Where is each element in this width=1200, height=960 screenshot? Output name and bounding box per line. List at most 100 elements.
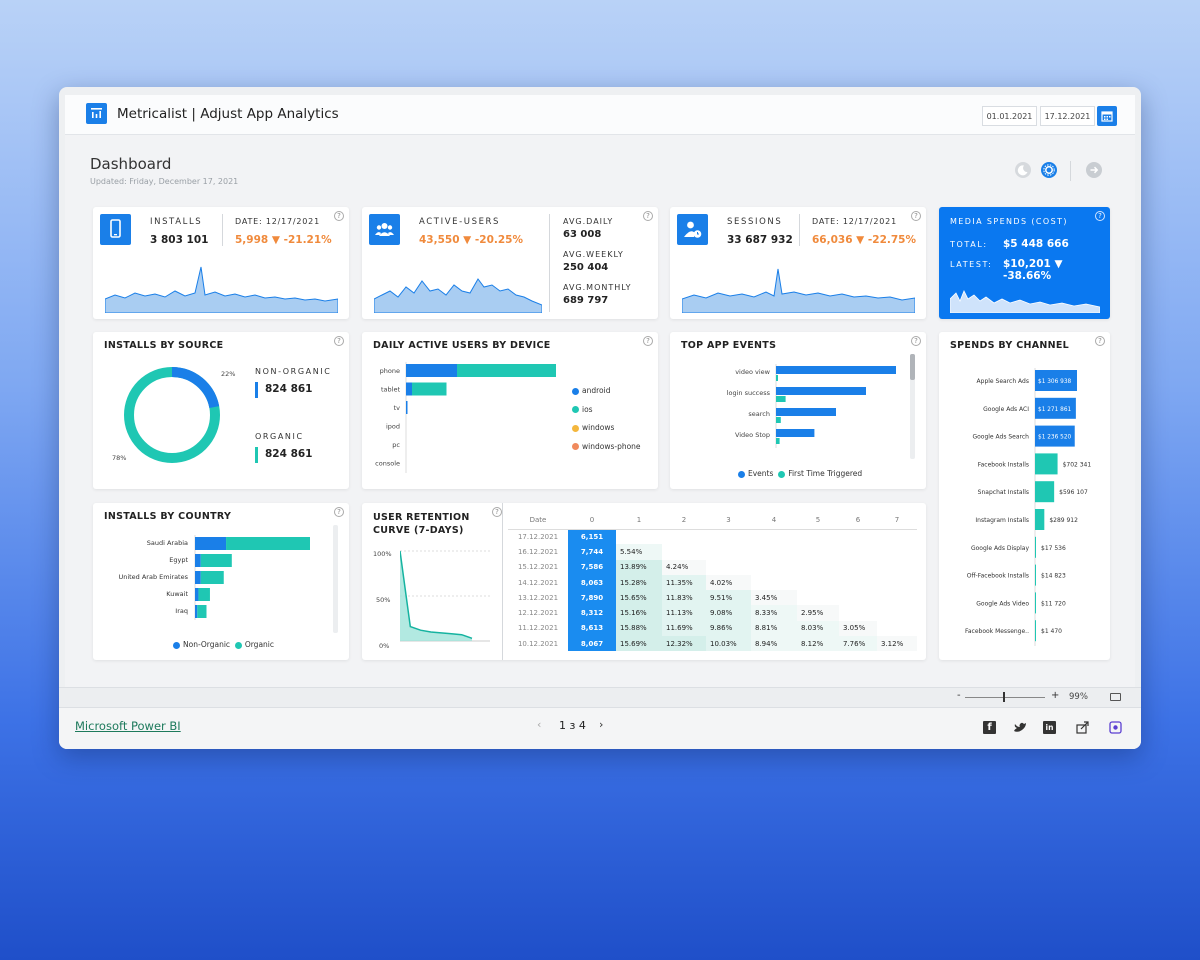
help-icon[interactable]: ? [643,211,653,221]
retention-cell: 15.28% [616,574,662,591]
table-row: 14.12.2021 8,063 15.28% 11.35% 4.02% [508,574,917,591]
retention-cell: 3.05% [839,620,877,637]
column-header[interactable]: Date [508,511,568,530]
column-header[interactable]: 4 [751,511,797,530]
fit-to-page-icon[interactable] [1110,693,1121,701]
retention-cell: 8.12% [797,636,839,652]
column-header[interactable]: 7 [877,511,917,530]
linkedin-icon[interactable]: in [1043,721,1056,734]
avg-daily-label: AVG.DAILY [563,217,614,226]
zoom-out-button[interactable]: - [957,690,961,701]
date-cell: 16.12.2021 [517,547,559,556]
retention-cell: 13.89% [616,559,662,575]
settings-icon[interactable] [1041,162,1057,178]
dark-mode-icon[interactable] [1015,162,1031,178]
channel-label: Google Ads ACI [983,406,1029,413]
spend-bar [1035,425,1075,447]
help-icon[interactable]: ? [334,507,344,517]
active-users-sparkline [374,278,542,313]
column-header[interactable]: 2 [662,511,706,530]
channel-label: Google Ads Display [971,545,1029,552]
zoom-slider-handle[interactable] [1003,692,1005,702]
media-spends-sparkline [950,290,1100,313]
facebook-icon[interactable]: f [983,721,996,734]
share-icon[interactable] [1076,721,1089,734]
installs-date-label: DATE: 12/17/2021 [235,217,320,226]
country-scrollbar[interactable] [333,525,338,633]
spend-value-label: $1 271 861 [1038,407,1072,413]
sessions-date-label: DATE: 12/17/2021 [812,217,897,226]
spend-value-label: $1 236 520 [1038,435,1072,441]
spend-value-label: $14 823 [1041,573,1066,580]
kpi-divider [222,214,223,246]
start-date-field[interactable]: 01.01.2021 [982,106,1037,126]
retention-cell [706,544,751,559]
help-icon[interactable]: ? [334,211,344,221]
column-header[interactable]: 3 [706,511,751,530]
retention-cell: 9.51% [706,590,751,606]
help-icon[interactable]: ? [911,336,921,346]
retention-cell: 8,613 [568,620,616,637]
retention-cell [839,544,877,559]
events-scrollbar[interactable] [910,354,915,459]
calendar-icon [1101,111,1113,122]
device-label: pc [392,441,400,449]
top-app-events-card: ? TOP APP EVENTS video view login success… [670,332,926,489]
events-bar [776,408,836,416]
organic-bar [200,571,224,584]
device-label: phone [380,367,400,375]
card-title: INSTALLS BY COUNTRY [104,511,232,522]
spends-by-channel-card: ? SPENDS BY CHANNEL Apple Search Ads $1 3… [939,332,1110,660]
help-icon[interactable]: ? [1095,336,1105,346]
calendar-button[interactable] [1097,106,1117,126]
zoom-slider[interactable] [965,697,1045,698]
help-icon[interactable]: ? [492,507,502,517]
help-icon[interactable]: ? [334,336,344,346]
column-header[interactable]: 1 [616,511,662,530]
device-label: tv [394,404,401,412]
non-organic-bar [195,537,227,550]
scrollbar-thumb[interactable] [910,354,915,380]
zoom-in-button[interactable]: + [1051,690,1060,701]
retention-cell: 9.08% [706,605,751,621]
sessions-label: SESSIONS [727,217,783,227]
help-icon[interactable]: ? [643,336,653,346]
spend-value-label: $1 470 [1041,628,1062,635]
dau-legend: android ios windows windows-phone [572,382,641,456]
channel-label: Google Ads Video [976,600,1029,607]
retention-cell [877,575,917,590]
help-icon[interactable]: ? [1095,211,1105,221]
installs-label: INSTALLS [150,217,203,227]
retention-cell: 8,067 [568,636,616,652]
non-organic-marker [255,382,258,398]
column-header[interactable]: 6 [839,511,877,530]
retention-line [400,550,473,640]
prev-page-icon[interactable]: ‹ [537,718,542,731]
next-page-icon[interactable]: › [599,718,604,731]
channel-label: Facebook Installs [978,461,1029,468]
next-arrow-icon[interactable] [1086,162,1102,178]
sessions-daily-change: 66,036 ▼ -22.75% [812,234,916,246]
user-clock-icon [677,214,708,245]
retention-table-wrap: Date 0 1 2 3 4 5 6 7 17.12.2021 6,151 16.12.2021 7,7… [508,511,917,652]
non-organic-arc [124,367,220,463]
retention-cell [751,560,797,575]
organic-pct: 78% [112,454,127,462]
spend-value-label: $596 107 [1059,489,1088,496]
organic-label: ORGANIC [255,432,304,441]
embed-icon[interactable] [1109,721,1122,734]
device-label: ipod [386,423,400,431]
column-header[interactable]: 0 [568,511,616,530]
twitter-icon[interactable] [1013,721,1027,734]
spend-value-label: $17 536 [1041,545,1066,552]
retention-cell: 7.76% [839,636,877,652]
report-frame: Metricalist | Adjust App Analytics 01.01… [59,87,1141,749]
end-date-field[interactable]: 17.12.2021 [1040,106,1095,126]
help-icon[interactable]: ? [911,211,921,221]
power-bi-link[interactable]: Microsoft Power BI [75,719,181,733]
retention-cell: 2.95% [797,605,839,621]
retention-cell [877,560,917,575]
events-bar-chart: video view login success search Video Stop [727,364,896,448]
column-header[interactable]: 5 [797,511,839,530]
retention-divider [502,503,503,660]
